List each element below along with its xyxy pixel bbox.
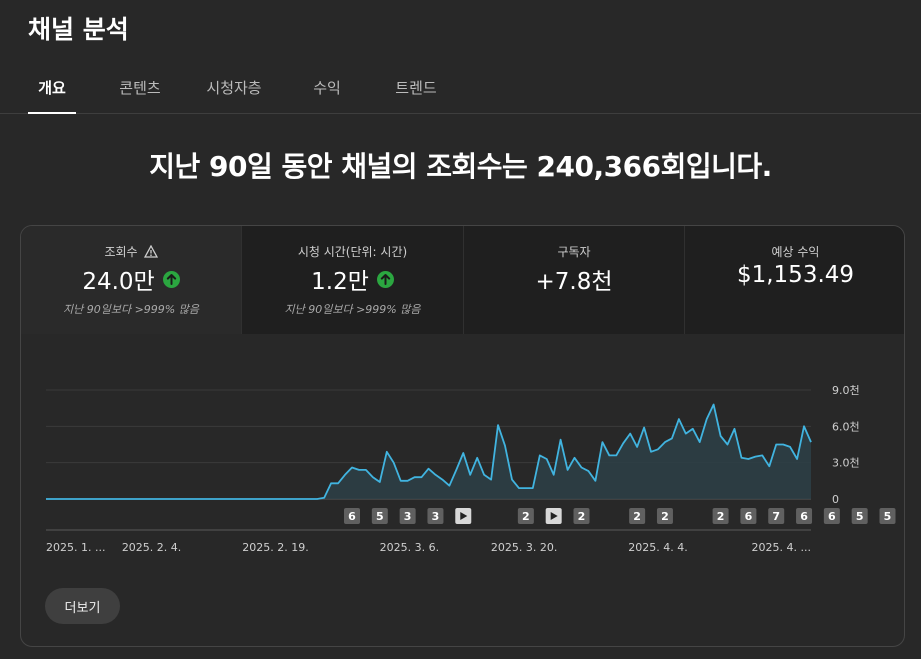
- video-marker[interactable]: 2: [629, 508, 646, 524]
- marker-badge: [823, 508, 840, 524]
- marker-count: 5: [376, 510, 384, 523]
- marker-count: 2: [522, 510, 530, 523]
- metric-subscribers[interactable]: 구독자 +7.8천: [464, 226, 685, 334]
- marker-count: 3: [404, 510, 412, 523]
- video-marker[interactable]: 5: [879, 508, 896, 524]
- video-marker[interactable]: 2: [573, 508, 590, 524]
- metric-value: 24.0만: [82, 269, 155, 295]
- marker-count: 7: [772, 510, 780, 523]
- marker-badge: [573, 508, 590, 524]
- marker-count: 3: [432, 510, 440, 523]
- tab-content[interactable]: 콘텐츠: [119, 79, 161, 97]
- marker-badge: [371, 508, 388, 524]
- metric-value: $1,153.49: [736, 262, 855, 288]
- marker-count: 6: [828, 510, 836, 523]
- video-marker[interactable]: 6: [740, 508, 757, 524]
- video-marker[interactable]: 6: [823, 508, 840, 524]
- tab-audience[interactable]: 시청자층: [206, 79, 262, 97]
- x-tick-label: 2025. 3. 6.: [380, 541, 439, 554]
- marker-count: 2: [717, 510, 725, 523]
- tab-overview[interactable]: 개요: [28, 60, 76, 114]
- marker-badge: [851, 508, 868, 524]
- video-marker[interactable]: 3: [399, 508, 416, 524]
- marker-badge: [427, 508, 444, 524]
- metric-label: 조회수: [104, 245, 138, 259]
- metric-label: 시청 시간(단위: 시간): [297, 245, 408, 259]
- video-marker[interactable]: 6: [796, 508, 813, 524]
- marker-badge: [517, 508, 534, 524]
- x-tick-label: 2025. 2. 19.: [242, 541, 308, 554]
- marker-badge: [796, 508, 813, 524]
- video-marker-play[interactable]: [545, 508, 562, 524]
- marker-badge: [629, 508, 646, 524]
- play-icon: [460, 512, 468, 520]
- marker-badge: [344, 508, 360, 524]
- metric-value: +7.8천: [535, 269, 613, 295]
- marker-badge: [768, 508, 785, 524]
- x-tick-label: 2025. 4. ...: [752, 541, 811, 554]
- video-marker[interactable]: 5: [371, 508, 388, 524]
- video-marker[interactable]: 2: [656, 508, 673, 524]
- metric-label: 구독자: [557, 245, 591, 259]
- marker-count: 6: [348, 510, 356, 523]
- views-series-line: [46, 403, 812, 500]
- analytics-card: 조회수 24.0만 지난 90일보다 >999% 많음 시청 시간(단위: 시간…: [20, 225, 905, 647]
- marker-badge: [740, 508, 757, 524]
- tab-bar: 개요 콘텐츠 시청자층 수익 트렌드: [0, 60, 921, 114]
- y-tick-label: 3.0천: [832, 456, 860, 470]
- warning-icon[interactable]: [143, 244, 158, 261]
- marker-badge: [712, 508, 729, 524]
- video-marker[interactable]: 6: [344, 508, 360, 524]
- x-tick-label: 2025. 4. 4.: [628, 541, 687, 554]
- y-tick-label: 9.0천: [832, 383, 860, 397]
- summary-headline: 지난 90일 동안 채널의 조회수는 240,366회입니다.: [149, 150, 772, 183]
- metric-comparison: 지난 90일보다 >999% 많음: [63, 303, 199, 316]
- video-marker[interactable]: 7: [768, 508, 785, 524]
- video-marker[interactable]: 5: [851, 508, 868, 524]
- video-marker[interactable]: 2: [712, 508, 729, 524]
- trend-up-icon: [376, 270, 394, 288]
- marker-count: 5: [884, 510, 892, 523]
- see-more-button[interactable]: 더보기: [45, 588, 120, 624]
- video-marker[interactable]: 3: [427, 508, 444, 524]
- marker-count: 2: [633, 510, 641, 523]
- metric-tabs: 조회수 24.0만 지난 90일보다 >999% 많음 시청 시간(단위: 시간…: [21, 226, 904, 334]
- marker-count: 6: [745, 510, 753, 523]
- metric-label: 예상 수익: [771, 245, 820, 259]
- tab-revenue[interactable]: 수익: [313, 79, 341, 97]
- x-tick-label: 2025. 2. 4.: [122, 541, 181, 554]
- metric-estimated-revenue[interactable]: 예상 수익 $1,153.49: [685, 226, 904, 334]
- views-chart[interactable]: 03.0천6.0천9.0천6533222226766553442025. 1. …: [21, 334, 905, 564]
- x-tick-label: 2025. 3. 20.: [491, 541, 557, 554]
- marker-badge: [879, 508, 896, 524]
- play-icon: [550, 512, 558, 520]
- marker-count: 2: [661, 510, 669, 523]
- video-marker-play[interactable]: [455, 508, 472, 524]
- y-tick-label: 6.0천: [832, 419, 860, 433]
- page-title: 채널 분석: [28, 15, 129, 44]
- marker-badge: [656, 508, 673, 524]
- metric-watch-time[interactable]: 시청 시간(단위: 시간) 1.2만 지난 90일보다 >999% 많음: [242, 226, 464, 334]
- tab-trends[interactable]: 트렌드: [395, 79, 437, 97]
- video-marker[interactable]: 2: [517, 508, 534, 524]
- marker-count: 5: [856, 510, 864, 523]
- y-tick-label: 0: [832, 493, 839, 506]
- marker-count: 2: [578, 510, 586, 523]
- metric-value: 1.2만: [311, 269, 369, 295]
- trend-up-icon: [162, 270, 180, 288]
- marker-count: 6: [800, 510, 808, 523]
- x-tick-label: 2025. 1. ...: [46, 541, 105, 554]
- metric-views[interactable]: 조회수 24.0만 지난 90일보다 >999% 많음: [21, 226, 242, 334]
- views-area: [46, 404, 811, 499]
- metric-comparison: 지난 90일보다 >999% 많음: [284, 303, 421, 316]
- marker-badge: [399, 508, 416, 524]
